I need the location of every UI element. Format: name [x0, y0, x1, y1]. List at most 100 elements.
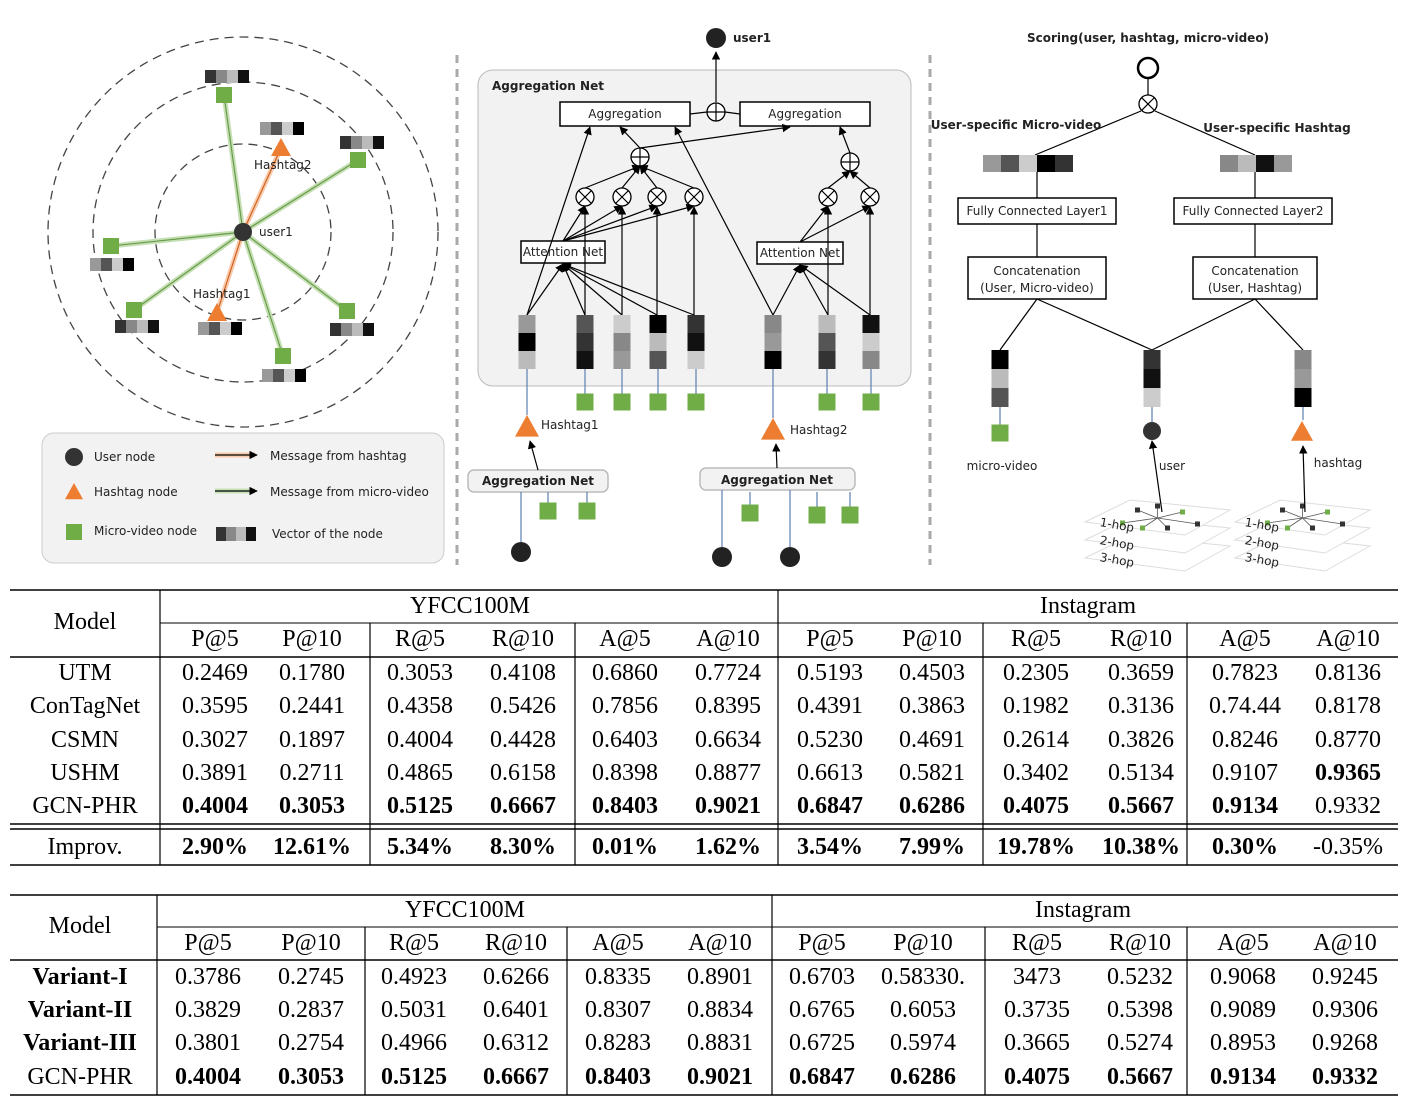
table-cell: USHM [50, 760, 119, 786]
vector [576, 351, 594, 369]
table-cell: 0.6403 [592, 727, 658, 753]
vector [231, 322, 242, 335]
box-label: Concatenation [1211, 264, 1298, 278]
vector [1294, 369, 1312, 388]
table-cell: GCN-PHR [32, 793, 137, 819]
vector [284, 369, 295, 382]
table-cell: 0.5125 [381, 1064, 447, 1090]
table-cell: 0.2754 [278, 1030, 344, 1056]
table-cell: 0.6765 [789, 997, 855, 1023]
vector [687, 333, 705, 351]
box [957, 197, 1117, 225]
vector-label: User-specific Micro-video [931, 118, 1101, 132]
connector [242, 231, 348, 312]
table-cell: A@5 [592, 930, 643, 956]
table-cell: 0.2614 [1003, 727, 1069, 753]
vector [362, 136, 373, 149]
micro-video-node [216, 87, 232, 103]
table-cell: 0.8335 [585, 964, 651, 990]
table-cell: Instagram [1035, 897, 1131, 923]
vector [576, 333, 594, 351]
micro-video-node [862, 393, 880, 411]
hashtag-node [207, 303, 227, 321]
vector [293, 122, 304, 135]
vector [1274, 155, 1292, 172]
connector [821, 190, 835, 204]
graph-node [1135, 507, 1140, 513]
connector [1034, 110, 1142, 156]
table-cell: 0.3891 [182, 760, 248, 786]
graph-node [1265, 520, 1270, 526]
connector [216, 231, 244, 314]
table-cell: 0.58330. [881, 964, 965, 990]
table-cell: UTM [58, 660, 111, 686]
vector [271, 122, 282, 135]
table-cell: 0.3053 [278, 1064, 344, 1090]
connector [562, 263, 586, 316]
table-cell: 0.5974 [890, 1030, 956, 1056]
table-cell: 0.6703 [789, 964, 855, 990]
user-node [712, 547, 732, 567]
legend-label: Message from micro-video [270, 485, 429, 499]
connector [526, 263, 564, 316]
micro-video-node [576, 393, 594, 411]
table-cell: 0.8246 [1212, 727, 1278, 753]
connector [999, 298, 1038, 351]
table-cell: 0.6860 [592, 660, 658, 686]
connector [827, 170, 851, 189]
vector [340, 136, 351, 149]
table-cell: 0.9134 [1212, 793, 1278, 819]
legend-label: Vector of the node [272, 527, 383, 541]
table-cell: 0.1982 [1003, 693, 1069, 719]
connector [1141, 97, 1155, 111]
vector [282, 122, 293, 135]
table-cell: 0.6286 [890, 1064, 956, 1090]
table-cell: 0.9268 [1312, 1030, 1378, 1056]
table-cell: 0.3659 [1108, 660, 1174, 686]
table-cell: 0.5667 [1108, 793, 1174, 819]
table-cell: 0.8877 [695, 760, 761, 786]
vector [991, 388, 1009, 407]
table-cell: CSMN [51, 727, 119, 753]
node-label: Hashtag1 [193, 287, 251, 301]
table-cell: 0.9365 [1315, 760, 1381, 786]
table-cell: 0.4503 [899, 660, 965, 686]
connector [527, 440, 539, 471]
connector [110, 231, 244, 247]
micro-video-node [818, 393, 836, 411]
micro-video-node [841, 506, 859, 524]
table-cell: A@5 [599, 626, 650, 652]
connector [242, 159, 359, 233]
vector [260, 122, 271, 135]
table-cell: 0.9021 [687, 1064, 753, 1090]
table-cell: 0.4004 [182, 793, 248, 819]
table-cell: ConTagNet [30, 693, 141, 719]
table-cell: 0.8770 [1315, 727, 1381, 753]
connector [639, 164, 695, 189]
connector [562, 205, 623, 242]
vector [330, 323, 341, 336]
user-node [706, 28, 726, 48]
hop-label: 3-hop [1099, 550, 1135, 570]
vector [115, 320, 126, 333]
connector [1154, 110, 1256, 156]
orbit [47, 36, 439, 428]
box-label: (User, Micro-video) [980, 281, 1094, 295]
user-node [780, 547, 800, 567]
connector [1151, 298, 1256, 351]
table-cell: 12.61% [273, 834, 351, 860]
box-label: Fully Connected Layer2 [1183, 204, 1324, 218]
table-cell: 0.3053 [387, 660, 453, 686]
table-cell: 0.9107 [1212, 760, 1278, 786]
table-cell: 0.74.44 [1209, 693, 1281, 719]
user-node [511, 542, 531, 562]
table-cell: 0.9089 [1210, 997, 1276, 1023]
connector [1282, 509, 1303, 519]
table-cell: 0.3829 [175, 997, 241, 1023]
box [1192, 256, 1318, 300]
connector [562, 204, 658, 242]
connector [799, 264, 871, 316]
vector [216, 70, 227, 83]
connector [621, 165, 641, 189]
table-cell: 0.5232 [1107, 964, 1173, 990]
